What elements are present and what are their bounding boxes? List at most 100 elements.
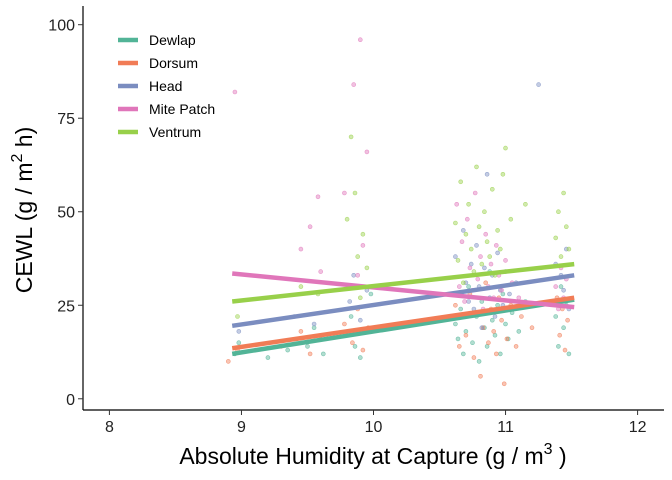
point-3-25: [488, 261, 494, 267]
point-2-10: [460, 228, 466, 233]
x-tick-label-3: 11: [497, 419, 514, 436]
point-0-31: [500, 291, 506, 297]
point-2-19: [484, 172, 490, 177]
point-3-23: [483, 231, 489, 237]
point-1-24: [493, 351, 499, 357]
point-0-9: [348, 314, 354, 319]
point-3-16: [464, 216, 470, 222]
point-0-5: [305, 344, 310, 349]
point-2-12: [466, 299, 471, 304]
point-3-21: [478, 254, 483, 259]
point-2-23: [495, 250, 500, 256]
point-0-30: [497, 351, 503, 357]
point-0-32: [503, 321, 508, 327]
point-0-18: [463, 329, 469, 334]
point-4-4: [348, 134, 354, 140]
point-4-10: [453, 220, 458, 226]
point-4-12: [458, 179, 464, 185]
point-0-19: [466, 284, 471, 289]
point-2-13: [468, 261, 474, 267]
legend-label-1: Dorsum: [149, 55, 198, 71]
point-2-17: [479, 325, 485, 331]
point-2-15: [474, 243, 479, 248]
point-4-20: [479, 261, 485, 267]
point-0-22: [476, 359, 482, 364]
fit-line-1: [231, 295, 575, 351]
point-4-34: [558, 254, 564, 259]
point-4-5: [352, 190, 358, 196]
point-4-27: [497, 246, 503, 252]
legend: Dewlap Dorsum Head Mite Patch Ventrum: [118, 32, 215, 140]
point-3-32: [516, 295, 522, 301]
point-0-28: [492, 332, 498, 338]
point-3-20: [475, 276, 481, 282]
point-4-7: [357, 295, 363, 301]
point-4-0: [235, 314, 240, 319]
point-1-12: [456, 344, 462, 349]
x-tick-label-1: 9: [237, 419, 246, 436]
fit-lines: [231, 261, 575, 357]
point-0-1: [236, 340, 242, 346]
point-1-16: [471, 355, 477, 360]
point-3-7: [351, 82, 357, 87]
point-0-27: [489, 317, 495, 323]
point-1-18: [478, 373, 483, 379]
legend-label-0: Dewlap: [149, 32, 196, 48]
point-3-3: [315, 194, 321, 200]
point-3-30: [503, 258, 508, 263]
point-0-11: [357, 355, 363, 360]
point-0-7: [320, 351, 326, 357]
point-2-7: [453, 254, 458, 259]
point-1-27: [501, 381, 507, 387]
point-4-32: [553, 235, 559, 241]
point-1-20: [483, 280, 489, 286]
point-4-8: [360, 231, 366, 237]
point-1-37: [565, 317, 570, 323]
point-0-33: [505, 336, 511, 342]
point-1-11: [453, 302, 458, 308]
point-2-29: [536, 82, 541, 87]
point-4-31: [523, 202, 528, 207]
point-2-5: [357, 317, 363, 323]
point-0-17: [460, 351, 466, 357]
point-3-13: [456, 284, 462, 289]
point-0-35: [516, 329, 522, 334]
point-1-32: [529, 325, 535, 331]
fit-line-2: [231, 273, 575, 329]
point-0-42: [566, 351, 572, 357]
point-2-33: [561, 287, 566, 293]
point-1-36: [562, 347, 568, 353]
point-3-19: [472, 190, 478, 196]
y-tick-label-3: 75: [57, 111, 75, 128]
point-4-37: [566, 246, 572, 252]
point-1-3: [298, 329, 304, 334]
point-4-21: [482, 209, 487, 214]
point-4-3: [344, 216, 350, 222]
x-axis-title: Absolute Humidity at Capture (g / m3 ): [179, 441, 566, 469]
point-4-6: [355, 254, 361, 259]
point-1-28: [504, 336, 510, 342]
y-tick-label-2: 50: [57, 205, 75, 222]
point-2-3: [347, 299, 353, 304]
point-3-4: [318, 269, 324, 274]
point-3-9: [357, 37, 363, 43]
point-4-29: [503, 145, 508, 151]
point-0-39: [558, 284, 564, 289]
fit-line-3: [231, 271, 575, 310]
point-4-19: [476, 224, 482, 229]
point-4-1: [298, 284, 304, 289]
x-tick-label-0: 8: [105, 419, 114, 436]
point-3-33: [553, 284, 559, 289]
point-3-10: [360, 243, 366, 248]
point-1-23: [491, 329, 497, 334]
point-3-11: [364, 149, 370, 155]
y-tick-label-1: 25: [57, 298, 75, 315]
x-tick-label-4: 12: [629, 419, 647, 436]
point-4-9: [364, 265, 370, 271]
point-4-16: [468, 246, 474, 252]
legend-label-3: Mite Patch: [149, 101, 215, 117]
point-4-26: [495, 228, 500, 233]
point-2-27: [507, 291, 512, 297]
point-1-9: [360, 347, 366, 353]
